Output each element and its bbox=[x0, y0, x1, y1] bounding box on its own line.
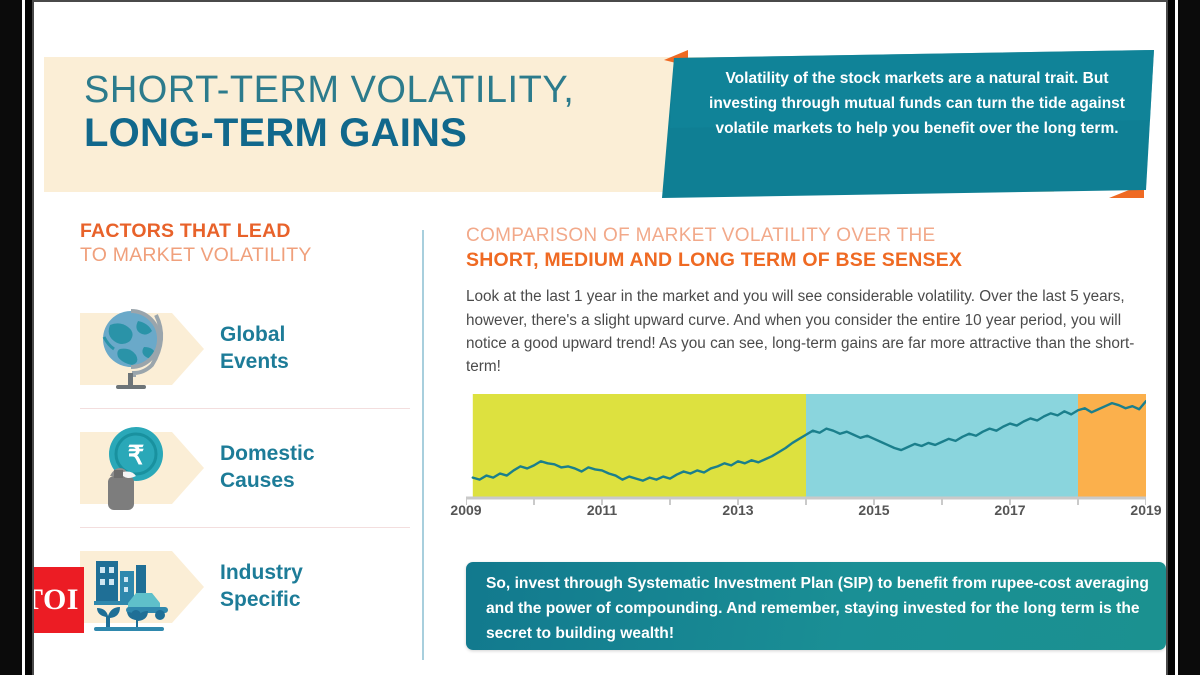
top-callout-shape bbox=[662, 50, 1154, 198]
chart-tick-label: 2009 bbox=[450, 502, 482, 518]
factor-badge bbox=[80, 539, 208, 635]
list-item[interactable]: ₹ Domestic Causes bbox=[80, 407, 410, 527]
factor-label-line-1: Global bbox=[220, 322, 286, 346]
comparison-paragraph: Look at the last 1 year in the market an… bbox=[466, 288, 1135, 376]
top-callout-banner: Volatility of the stock markets are a na… bbox=[654, 50, 1164, 198]
frame-highlight-left bbox=[22, 0, 25, 675]
list-item[interactable]: Industry Specific bbox=[80, 526, 410, 646]
bottom-callout-box: So, invest through Systematic Investment… bbox=[466, 562, 1166, 650]
column-divider bbox=[422, 230, 424, 660]
chart-series-line bbox=[471, 399, 1146, 482]
infographic-poster: SHORT-TERM VOLATILITY, LONG-TERM GAINS V… bbox=[32, 0, 1168, 675]
top-callout-text: Volatility of the stock markets are a na… bbox=[709, 70, 1125, 138]
chart-bands bbox=[472, 394, 1146, 498]
factor-label-line-2: Specific bbox=[220, 587, 301, 611]
chart-tick-label: 2019 bbox=[1130, 502, 1162, 518]
globe-icon bbox=[102, 308, 164, 389]
factors-heading-line-2: TO MARKET VOLATILITY bbox=[80, 243, 312, 266]
title-line-1: SHORT-TERM VOLATILITY, bbox=[84, 69, 575, 111]
toi-logo[interactable]: TOI bbox=[34, 567, 84, 633]
factor-label-line-1: Domestic bbox=[220, 441, 315, 465]
sensex-chart: 2009 2011 2013 2015 2017 2019 bbox=[450, 390, 1162, 535]
factor-label: Industry Specific bbox=[220, 560, 303, 614]
bottom-callout-text: So, invest through Systematic Investment… bbox=[486, 575, 1149, 642]
letterbox-right bbox=[1178, 0, 1200, 675]
frame-highlight-right bbox=[1175, 0, 1178, 675]
sensex-chart-svg bbox=[466, 394, 1146, 505]
svg-text:₹: ₹ bbox=[128, 440, 145, 470]
factor-label-line-2: Events bbox=[220, 349, 289, 373]
factor-label-line-2: Causes bbox=[220, 468, 295, 492]
page-title: SHORT-TERM VOLATILITY, LONG-TERM GAINS bbox=[84, 69, 704, 156]
chart-tick-label: 2015 bbox=[858, 502, 890, 518]
comparison-heading-line-2: SHORT, MEDIUM AND LONG TERM OF BSE SENSE… bbox=[466, 249, 963, 272]
factor-badge bbox=[80, 301, 208, 397]
chart-tick-label: 2013 bbox=[722, 502, 754, 518]
factor-badge: ₹ bbox=[80, 420, 208, 516]
chart-tick-label: 2017 bbox=[994, 502, 1026, 518]
factors-panel: FACTORS THAT LEAD TO MARKET VOLATILITY bbox=[80, 220, 410, 646]
industry-city-icon bbox=[94, 560, 168, 631]
chart-band bbox=[472, 394, 806, 498]
top-callout-sheen bbox=[670, 50, 1154, 128]
comparison-heading-line-1: COMPARISON OF MARKET VOLATILITY OVER THE bbox=[466, 225, 936, 246]
rupee-coin-icon: ₹ bbox=[108, 426, 163, 510]
chart-tick-labels: 2009 2011 2013 2015 2017 2019 bbox=[450, 502, 1161, 532]
letterbox-left bbox=[0, 0, 22, 675]
factors-list: Global Events ₹ bbox=[80, 290, 410, 646]
toi-logo-text: TOI bbox=[34, 583, 79, 616]
title-line-2: LONG-TERM GAINS bbox=[84, 111, 467, 156]
comparison-panel: COMPARISON OF MARKET VOLATILITY OVER THE… bbox=[466, 224, 1166, 379]
factor-label-line-1: Industry bbox=[220, 560, 303, 584]
factor-label: Global Events bbox=[220, 322, 289, 376]
list-item[interactable]: Global Events bbox=[80, 290, 410, 408]
chart-tick-label: 2011 bbox=[586, 502, 618, 518]
factors-heading-line-1: FACTORS THAT LEAD bbox=[80, 220, 291, 242]
chart-band bbox=[806, 394, 1078, 498]
factor-label: Domestic Causes bbox=[220, 441, 315, 495]
